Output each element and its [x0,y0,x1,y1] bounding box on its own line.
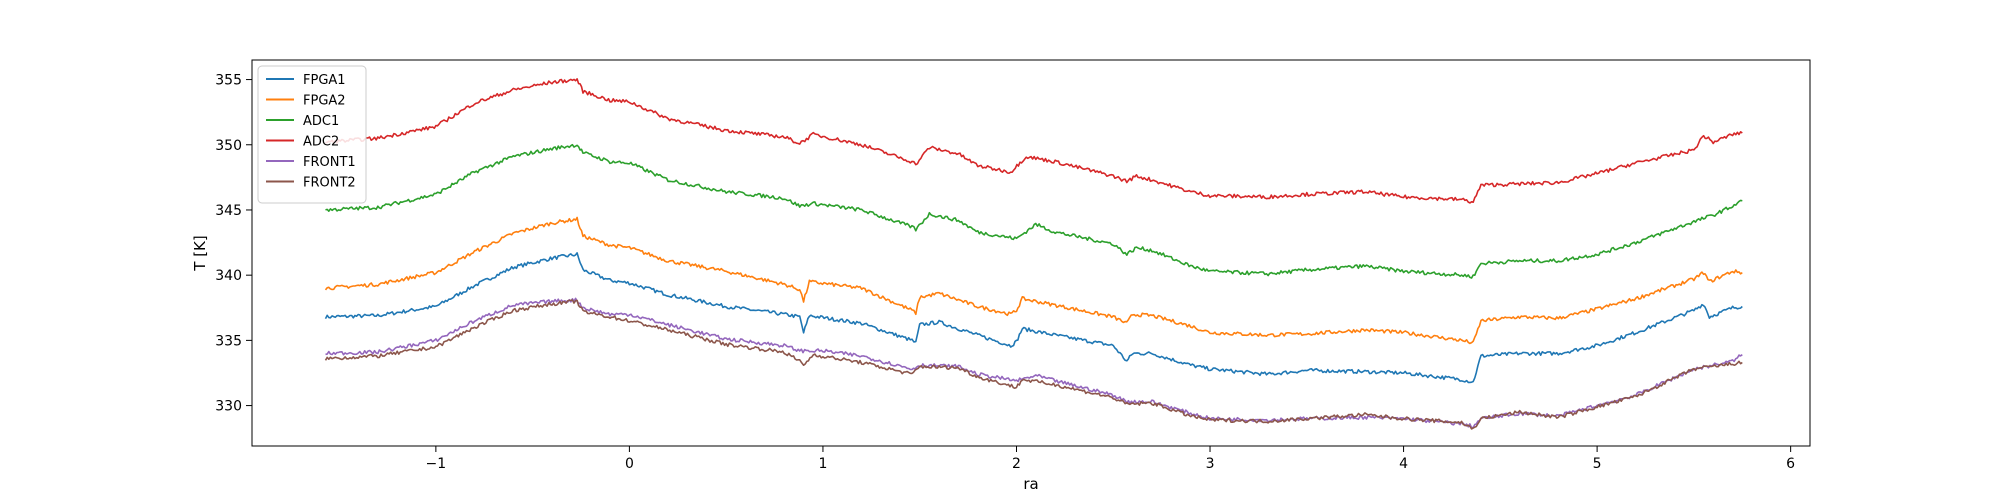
legend-label-front1: FRONT1 [303,155,356,170]
x-tick-label: 4 [1399,456,1408,472]
y-tick-label: 355 [215,73,242,89]
series-line-fpga2 [324,216,1743,345]
legend-label-adc1: ADC1 [303,114,339,129]
y-axis: 330 335 340 345 350 355 [215,73,252,415]
legend-label-front2: FRONT2 [303,176,356,191]
series-layer [324,78,1743,430]
y-tick-label: 345 [215,203,242,219]
x-tick-label: 3 [1206,456,1215,472]
x-axis-label: ra [1023,475,1038,493]
x-tick-label: 6 [1786,456,1795,472]
plot-frame [251,59,1811,447]
series-line-front1 [325,297,1743,429]
x-tick-label: 2 [1012,456,1021,472]
y-tick-label: 330 [215,399,242,415]
series-line-fpga1 [324,252,1743,384]
legend: FPGA1 FPGA2 ADC1 ADC2 FRONT1 FRONT2 [257,65,367,204]
series-line-front2 [324,299,1743,430]
y-tick-label: 350 [215,138,242,154]
y-tick-label: 335 [215,333,242,349]
legend-label-adc2: ADC2 [303,135,339,150]
x-tick-label: −1 [426,456,447,472]
x-tick-label: 1 [818,456,827,472]
x-axis: −1 0 1 2 3 4 5 6 [426,446,1795,472]
legend-label-fpga2: FPGA2 [303,94,346,109]
x-tick-label: 5 [1593,456,1602,472]
legend-label-fpga1: FPGA1 [303,73,346,88]
plot-area [252,60,1810,446]
y-tick-label: 340 [215,268,242,284]
series-line-adc1 [325,143,1743,279]
x-tick-label: 0 [625,456,634,472]
y-axis-label: T [K] [191,235,209,271]
series-line-adc2 [325,78,1743,204]
